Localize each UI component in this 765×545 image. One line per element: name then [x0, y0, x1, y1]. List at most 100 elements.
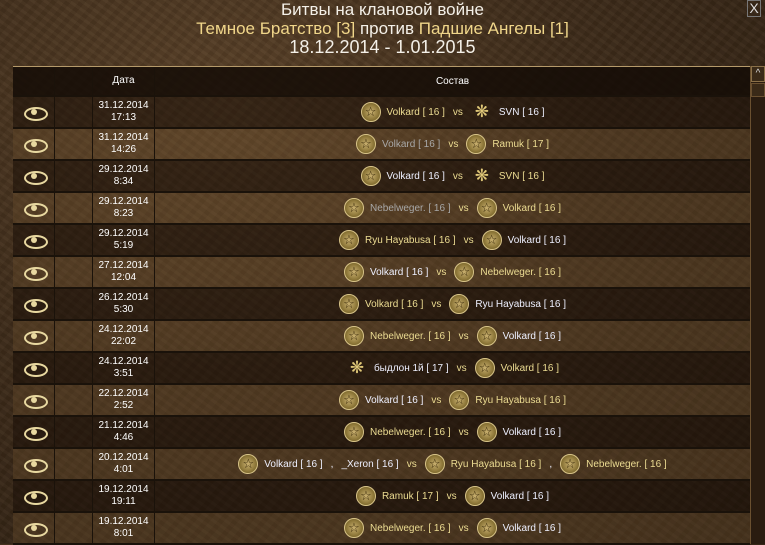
battle-date: 24.12.2014: [98, 324, 149, 335]
column-header: [13, 67, 55, 95]
view-battle-cell: [13, 385, 55, 415]
vs-label: vs: [458, 330, 469, 342]
participant[interactable]: ☆ Volkard [ 16 ]: [476, 198, 561, 218]
eye-icon[interactable]: [22, 489, 48, 505]
vs-label: vs: [431, 298, 442, 310]
composition-cell: ☆ Nebelweger. [ 16 ] vs ☆ Volkard [ 16 ]: [155, 321, 750, 351]
eye-icon[interactable]: [22, 201, 48, 217]
participant[interactable]: ☆ Nebelweger. [ 16 ]: [560, 454, 667, 474]
view-battle-cell: [13, 161, 55, 191]
participant[interactable]: ☆ Volkard [ 16 ]: [481, 230, 566, 250]
pentagram-clan-icon: ☆: [464, 486, 485, 506]
participant-name: Nebelweger. [ 16 ]: [370, 522, 451, 534]
participant-name: Ryu Hayabusa [ 16 ]: [475, 394, 566, 406]
eye-icon[interactable]: [22, 105, 48, 121]
participant[interactable]: ☆ Volkard [ 16 ]: [344, 262, 428, 282]
table-row: 19.12.2014 8:01 ☆ Nebelweger. [ 16 ] vs ☆ Vol…: [13, 513, 750, 545]
date-cell: 29.12.2014 8:23: [93, 193, 155, 223]
participant-name: Volkard [ 16 ]: [381, 138, 441, 150]
participant-name: _Xeron [ 16 ]: [341, 458, 399, 470]
empty-cell: [55, 385, 93, 415]
participant-name: Volkard [ 16 ]: [370, 266, 429, 278]
participant[interactable]: ☆ Ryu Hayabusa [ 16 ]: [449, 390, 566, 410]
participant-name: Volkard [ 16 ]: [500, 362, 560, 374]
separator: ,: [549, 458, 553, 470]
pentagram-clan-icon: ☆: [355, 134, 376, 154]
battle-time: 14:26: [110, 144, 137, 155]
composition-cell: ☆ Volkard [ 16 ], _Xeron [ 16 ] vs ☆ Ryu Haya…: [155, 449, 750, 479]
table-row: 31.12.2014 14:26 ☆ Volkard [ 16 ] vs ☆ Ramuk …: [13, 129, 750, 161]
participant[interactable]: ☆ Volkard [ 16 ]: [355, 134, 441, 154]
dragon-clan-icon: ❋: [474, 166, 490, 185]
eye-icon[interactable]: [22, 265, 48, 281]
pentagram-clan-icon: ☆: [560, 454, 581, 474]
participant[interactable]: ☆ Nebelweger. [ 16 ]: [454, 262, 561, 282]
participant[interactable]: ☆ Ramuk [ 17 ]: [466, 134, 549, 154]
participant-name: Nebelweger. [ 16 ]: [370, 202, 451, 214]
eye-icon[interactable]: [22, 393, 48, 409]
battle-time: 4:01: [113, 464, 134, 475]
vs-label: vs: [458, 522, 469, 534]
participant[interactable]: ☆ Ramuk [ 17 ]: [355, 486, 439, 506]
participant[interactable]: ❋ быдлон 1й [ 17 ]: [346, 357, 449, 379]
participant[interactable]: ☆ Volkard [ 16 ]: [238, 454, 323, 474]
participant-name: Volkard [ 16 ]: [386, 170, 445, 182]
participant[interactable]: ☆ Volkard [ 16 ]: [476, 422, 561, 442]
participant[interactable]: ☆ Ryu Hayabusa [ 16 ]: [449, 294, 566, 314]
participant[interactable]: ☆ Nebelweger. [ 16 ]: [344, 198, 451, 218]
composition-cell: ☆ Volkard [ 16 ] vs ☆ Ryu Hayabusa [ 16 ]: [155, 289, 750, 319]
eye-icon[interactable]: [22, 361, 48, 377]
participant[interactable]: ☆ Nebelweger. [ 16 ]: [344, 422, 451, 442]
eye-icon[interactable]: [22, 329, 48, 345]
participant[interactable]: ☆ Volkard [ 16 ]: [464, 486, 549, 506]
participant[interactable]: ❋ SVN [ 16 ]: [471, 165, 545, 187]
view-battle-cell: [13, 129, 55, 159]
eye-icon[interactable]: [22, 521, 48, 537]
participant[interactable]: ☆ Ryu Hayabusa [ 16 ]: [424, 454, 542, 474]
participant[interactable]: ☆ Volkard [ 16 ]: [339, 390, 423, 410]
participant[interactable]: ☆ Volkard [ 16 ]: [476, 326, 561, 346]
table-row: 24.12.2014 22:02 ☆ Nebelweger. [ 16 ] vs ☆ Vo…: [13, 321, 750, 353]
composition-cell: ☆ Volkard [ 16 ] vs ☆ Nebelweger. [ 16 ]: [155, 257, 750, 287]
participant[interactable]: ☆ Nebelweger. [ 16 ]: [344, 326, 451, 346]
pentagram-clan-icon: ☆: [476, 518, 497, 538]
participant-name: Ryu Hayabusa [ 16 ]: [450, 458, 542, 470]
participant[interactable]: _Xeron [ 16 ]: [341, 459, 398, 470]
date-cell: 29.12.2014 8:34: [93, 161, 155, 191]
vs-label: vs: [406, 458, 417, 470]
participant[interactable]: ☆ Volkard [ 16 ]: [474, 358, 560, 378]
pentagram-clan-icon: ☆: [476, 422, 497, 442]
participant[interactable]: ❋ SVN [ 16 ]: [471, 101, 545, 123]
date-cell: 20.12.2014 4:01: [93, 449, 155, 479]
eye-icon[interactable]: [22, 297, 48, 313]
participant-name: SVN [ 16 ]: [498, 106, 545, 118]
battle-date: 19.12.2014: [98, 516, 149, 527]
separator: ,: [330, 458, 334, 470]
table-row: 29.12.2014 8:23 ☆ Nebelweger. [ 16 ] vs ☆ Vol…: [13, 193, 750, 225]
pentagram-clan-icon: ☆: [424, 454, 445, 474]
battle-time: 3:51: [113, 368, 134, 379]
participant[interactable]: ☆ Volkard [ 16 ]: [360, 102, 445, 122]
eye-icon[interactable]: [22, 457, 48, 473]
participant[interactable]: ☆ Volkard [ 16 ]: [360, 166, 445, 186]
date-cell: 21.12.2014 4:46: [93, 417, 155, 447]
table-row: 19.12.2014 19:11 ☆ Ramuk [ 17 ] vs ☆ Volkard …: [13, 481, 750, 513]
participant[interactable]: ☆ Ryu Hayabusa [ 16 ]: [339, 230, 456, 250]
scroll-up-button[interactable]: ^: [751, 66, 765, 82]
pentagram-clan-icon: ☆: [360, 166, 381, 186]
scroll-thumb[interactable]: [751, 83, 765, 97]
pentagram-clan-icon: ☆: [454, 262, 475, 282]
eye-icon[interactable]: [22, 137, 48, 153]
scrollbar[interactable]: ^: [750, 66, 765, 544]
participant[interactable]: ☆ Volkard [ 16 ]: [476, 518, 561, 538]
participant[interactable]: ☆ Volkard [ 16 ]: [339, 294, 423, 314]
eye-icon[interactable]: [22, 233, 48, 249]
date-cell: 29.12.2014 5:19: [93, 225, 155, 255]
battle-date: 20.12.2014: [98, 452, 149, 463]
close-button[interactable]: X: [747, 0, 761, 17]
participant-name: Ramuk [ 17 ]: [492, 138, 550, 150]
eye-icon[interactable]: [22, 425, 48, 441]
date-cell: 24.12.2014 3:51: [93, 353, 155, 383]
participant[interactable]: ☆ Nebelweger. [ 16 ]: [344, 518, 451, 538]
eye-icon[interactable]: [22, 169, 48, 185]
